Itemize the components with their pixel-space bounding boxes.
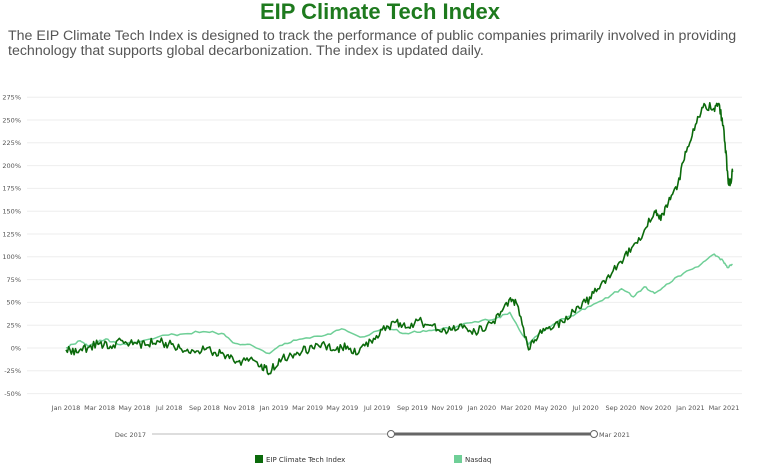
range-selector[interactable]: Dec 2017 Mar 2021	[115, 430, 630, 440]
y-tick-label: 125%	[2, 230, 21, 238]
y-tick-label: 100%	[2, 253, 21, 261]
series-line-nasdaq	[65, 253, 733, 355]
x-tick-label: Jul 2019	[363, 404, 390, 412]
x-tick-label: May 2020	[535, 404, 567, 412]
page-description: The EIP Climate Tech Index is designed t…	[8, 28, 737, 59]
x-tick-label: Sep 2019	[397, 404, 428, 412]
y-tick-label: 75%	[7, 276, 21, 284]
y-tick-label: 0%	[11, 344, 21, 352]
chart-series	[65, 102, 734, 376]
x-tick-label: Jul 2018	[155, 404, 182, 412]
y-tick-label: -25%	[4, 367, 21, 375]
range-end-label: Mar 2021	[599, 431, 630, 439]
x-tick-label: Jan 2020	[467, 404, 497, 412]
range-start-label: Dec 2017	[115, 431, 146, 439]
range-end-handle[interactable]	[590, 430, 598, 438]
x-tick-label: May 2019	[326, 404, 358, 412]
x-tick-label: Mar 2020	[501, 404, 532, 412]
legend-swatch-eip	[255, 455, 263, 463]
y-axis: -50% -25% 0% 25% 50% 75% 100% 125% 150% 175% 200% 2…	[2, 94, 21, 398]
y-tick-label: 150%	[2, 208, 21, 216]
x-tick-label: May 2018	[118, 404, 150, 412]
x-tick-label: Jan 2019	[259, 404, 289, 412]
x-tick-label: Jan 2021	[675, 404, 705, 412]
y-tick-label: 50%	[7, 299, 21, 307]
y-tick-label: 275%	[2, 94, 21, 102]
x-tick-label: Nov 2018	[224, 404, 255, 412]
y-tick-label: 25%	[7, 322, 21, 330]
legend-label-nasdaq: Nasdaq	[465, 456, 491, 464]
y-tick-label: 175%	[2, 185, 21, 193]
x-tick-label: Nov 2019	[431, 404, 462, 412]
legend-swatch-nasdaq	[454, 455, 462, 463]
x-tick-label: Nov 2020	[640, 404, 671, 412]
legend-item-eip[interactable]: EIP Climate Tech Index	[255, 455, 345, 464]
y-tick-label: 200%	[2, 162, 21, 170]
legend-item-nasdaq[interactable]: Nasdaq	[454, 455, 491, 464]
x-tick-label: Mar 2019	[292, 404, 323, 412]
y-tick-label: 225%	[2, 139, 21, 147]
legend-label-eip: EIP Climate Tech Index	[266, 456, 345, 464]
chart-grid	[27, 96, 742, 395]
x-tick-label: Jul 2020	[571, 404, 598, 412]
x-tick-label: Jan 2018	[51, 404, 81, 412]
y-tick-label: -50%	[4, 390, 21, 398]
series-line-eip	[65, 102, 734, 376]
page-title: EIP Climate Tech Index	[259, 0, 501, 24]
x-tick-label: Sep 2020	[605, 404, 636, 412]
range-start-handle[interactable]	[387, 430, 395, 438]
x-axis: Jan 2018 Mar 2018 May 2018 Jul 2018 Sep 2018…	[51, 404, 740, 412]
x-tick-label: Mar 2018	[84, 404, 115, 412]
x-tick-label: Sep 2018	[189, 404, 220, 412]
legend: EIP Climate Tech Index Nasdaq	[255, 455, 491, 464]
y-tick-label: 250%	[2, 116, 21, 124]
x-tick-label: Mar 2021	[709, 404, 740, 412]
